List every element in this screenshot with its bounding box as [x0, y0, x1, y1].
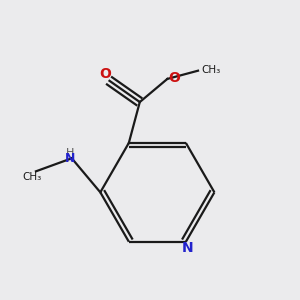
Text: O: O [100, 67, 112, 81]
Text: CH₃: CH₃ [22, 172, 41, 182]
Text: O: O [168, 71, 180, 85]
Text: N: N [182, 242, 193, 255]
Text: N: N [65, 152, 75, 165]
Text: H: H [66, 148, 74, 158]
Text: CH₃: CH₃ [201, 64, 220, 75]
